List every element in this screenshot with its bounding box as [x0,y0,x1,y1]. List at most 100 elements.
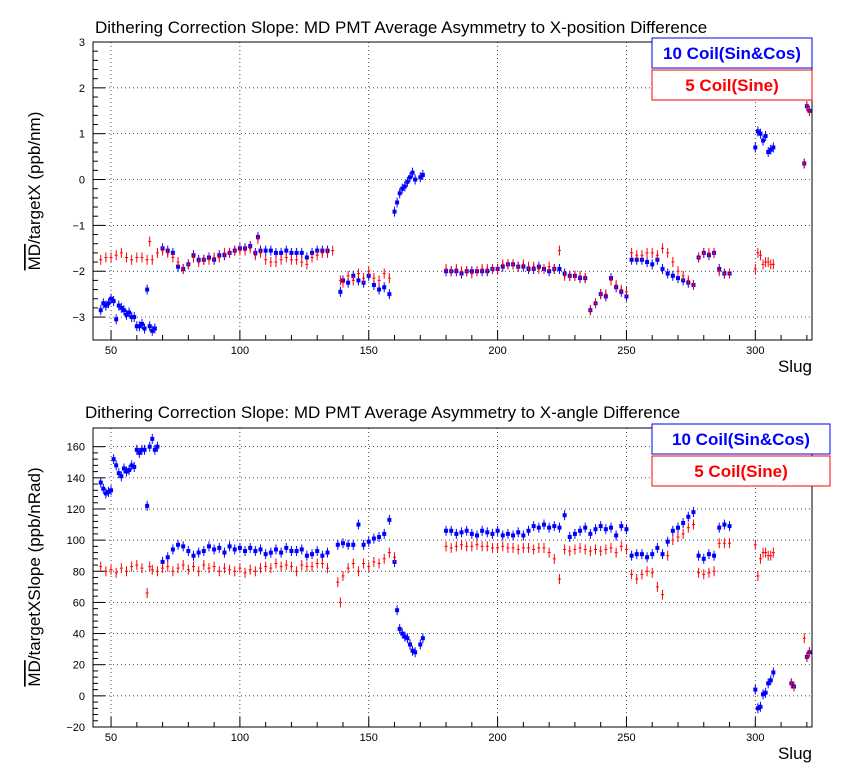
data-point [121,305,126,316]
data-point [258,544,263,555]
data-point [756,247,760,258]
point-marker [405,636,410,641]
data-point [402,181,407,192]
data-point [722,519,727,530]
data-point [206,541,211,552]
data-point [305,561,309,572]
data-point [666,247,670,258]
point-marker [645,555,650,560]
data-point [238,563,242,574]
y-tick-label: 40 [73,629,85,641]
data-point [763,130,768,141]
point-marker [402,184,407,189]
point-marker [155,444,160,449]
data-point [792,681,796,692]
data-point [109,564,113,575]
data-point [228,247,232,258]
point-marker [469,531,474,536]
data-point [722,268,726,279]
point-marker [132,315,137,320]
data-point [557,574,561,585]
data-point [336,577,340,588]
data-point [351,539,356,550]
point-marker [145,503,150,508]
data-point [405,176,410,187]
data-point [460,539,464,550]
point-marker [299,547,304,552]
x-tick-label: 150 [360,345,378,357]
data-point [341,570,345,581]
point-marker [325,550,330,555]
point-marker [526,528,531,533]
data-point [181,560,185,571]
data-point [630,247,634,258]
data-point [573,544,577,555]
point-marker [614,533,619,538]
data-point [768,144,773,155]
data-point [356,519,361,530]
data-point [161,563,165,574]
point-marker [405,179,410,184]
data-point [707,247,711,258]
data-point [766,257,770,268]
data-point [104,566,108,577]
x-tick-label: 50 [105,345,117,357]
point-marker [129,463,134,468]
data-point [771,142,776,153]
point-marker [335,542,340,547]
data-point [356,268,360,279]
data-point [807,647,811,658]
data-point [387,547,391,558]
data-point [722,538,726,549]
data-point [454,528,459,539]
point-marker [753,687,758,692]
data-point [552,521,557,532]
y-axis-label-overline: MD [25,244,44,270]
y-tick-label: 140 [67,473,85,485]
data-point [176,257,180,268]
point-marker [629,553,634,558]
y-tick-label: 3 [79,37,85,49]
y-axis-label-rest: /targetX (ppb/nm) [25,112,44,244]
point-marker [712,553,717,558]
data-point [619,541,623,552]
data-point [135,252,139,263]
y-axis-label: MD/targetXSlope (ppb/nRad) [25,467,44,686]
data-point [259,563,263,574]
point-marker [670,528,675,533]
point-marker [98,308,103,313]
data-point [227,541,232,552]
point-marker [147,324,152,329]
point-marker [121,308,126,313]
data-point [547,261,551,272]
data-point [542,542,546,553]
point-marker [598,524,603,529]
data-point [758,250,762,261]
data-point [470,541,474,552]
data-point [758,701,763,712]
point-marker [299,250,304,255]
data-point [382,553,386,564]
data-point [147,441,152,452]
data-point [170,544,175,555]
data-point [402,631,407,642]
data-point [289,561,293,572]
point-marker [572,531,577,536]
data-point [454,263,458,274]
data-point [362,273,366,284]
point-marker [665,271,670,276]
data-point [150,564,154,575]
data-point [207,563,211,574]
point-marker [101,486,106,491]
data-point [222,563,226,574]
chart-panel-2: 50 100 150 200 250 300 −20 0 20 40 60 80 100 120 140 16… [25,403,831,763]
data-point [707,567,711,578]
data-point [372,273,376,284]
data-point [269,563,273,574]
point-marker [294,250,299,255]
data-point [165,552,170,563]
data-point [263,245,268,256]
data-point [253,566,257,577]
data-point [176,539,181,550]
data-point [485,263,489,274]
